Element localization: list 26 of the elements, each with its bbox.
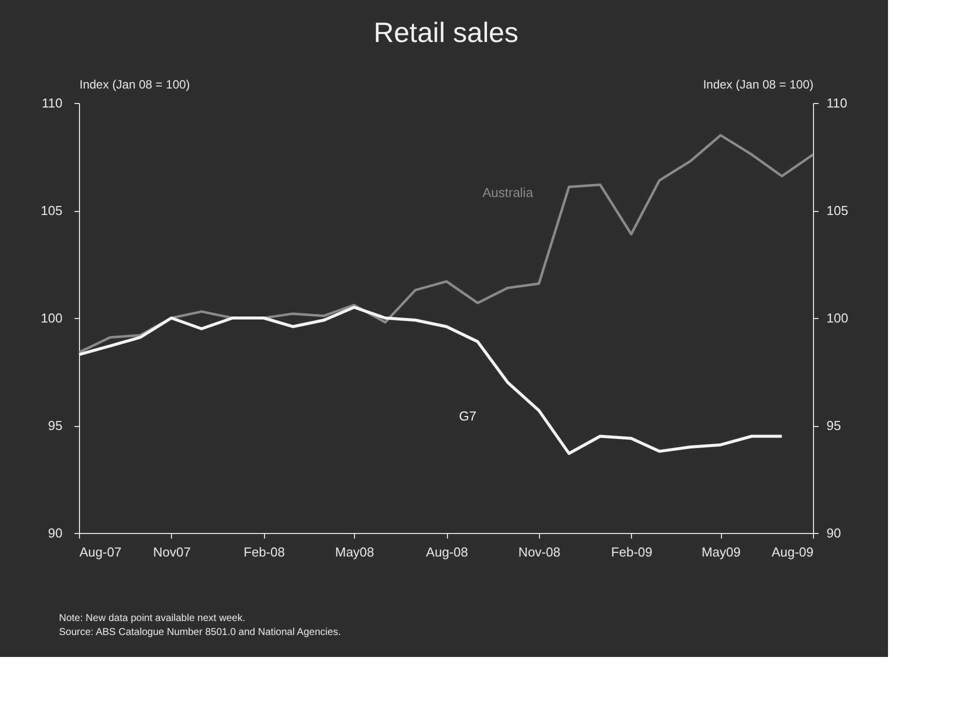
y-axis-title: Index (Jan 08 = 100) <box>80 78 190 92</box>
x-tick-label: May09 <box>702 544 741 560</box>
y2-tick-label: 95 <box>826 418 841 433</box>
x-tick-label: Feb-09 <box>611 544 652 560</box>
x-tick-label: Feb-08 <box>244 544 285 560</box>
y-tick-label: 95 <box>48 418 62 433</box>
y-tick-label: 100 <box>40 310 62 326</box>
x-tick-label: Nov-08 <box>518 544 560 560</box>
x-tick-label: Aug-08 <box>426 544 468 560</box>
y-tick-label: 110 <box>42 96 62 110</box>
x-tick-label: Aug-07 <box>80 544 122 560</box>
chart-title: Retail sales <box>374 17 518 48</box>
x-tick-label: May08 <box>335 544 374 560</box>
y2-tick-label: 110 <box>826 96 848 110</box>
text: Australia <box>482 184 534 200</box>
y2-tick-label: 90 <box>826 526 841 540</box>
y-tick-label: 90 <box>48 526 62 540</box>
source-note: Source: ABS Catalogue Number 8501.0 and National Agencies. <box>59 627 341 638</box>
y2-axis-title: Index (Jan 08 = 100) <box>703 78 814 92</box>
y2-tick-label: 100 <box>826 310 848 326</box>
y2-tick-label: 105 <box>826 203 848 218</box>
x-tick-label: Aug-09 <box>772 544 814 560</box>
text: Note: New data point available next week. <box>59 613 246 624</box>
y-tick-label: 105 <box>40 203 62 218</box>
x-tick-label: Nov07 <box>153 544 191 560</box>
text: G7 <box>458 408 476 424</box>
